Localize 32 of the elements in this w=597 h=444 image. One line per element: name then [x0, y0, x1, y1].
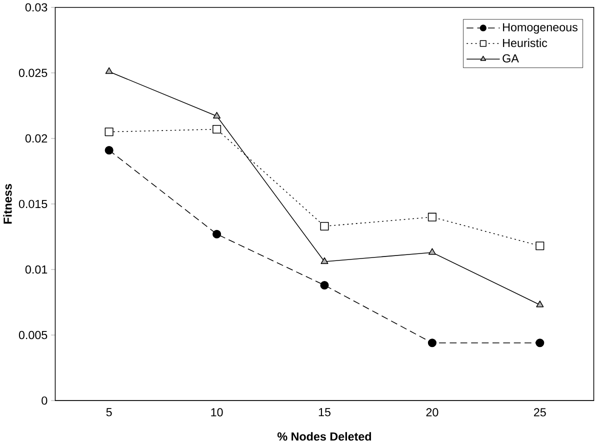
x-tick-label: 15 — [318, 408, 330, 416]
legend-label: GA — [502, 54, 519, 63]
point — [213, 112, 221, 119]
point — [428, 212, 436, 222]
point — [320, 222, 329, 231]
x-tick-label: 20 — [426, 408, 438, 416]
x-axis-title: % Nodes Deleted — [277, 432, 372, 441]
point — [320, 257, 328, 264]
point — [428, 338, 436, 348]
y-axis-title: Fitness — [3, 184, 12, 224]
x-tick-label: 5 — [106, 408, 112, 416]
legend-label: Heuristic — [503, 38, 548, 48]
point — [104, 146, 114, 155]
point — [536, 338, 544, 348]
point — [212, 125, 222, 134]
x-tick-label: 25 — [534, 408, 546, 416]
y-tick-label: 0 — [42, 396, 48, 405]
point — [536, 300, 544, 308]
y-tick-label: 0.02 — [25, 134, 48, 143]
y-tick-label: 0.01 — [25, 265, 48, 274]
point — [105, 67, 113, 74]
legend-label: Homogeneous — [503, 23, 578, 34]
point — [104, 128, 114, 136]
y-tick-label: 0.03 — [25, 3, 48, 12]
x-tick-label: 10 — [211, 408, 223, 416]
y-tick-label: 0.015 — [18, 200, 48, 208]
point — [212, 230, 222, 238]
point — [428, 248, 436, 255]
y-tick-label: 0.025 — [18, 68, 48, 78]
y-tick-label: 0.005 — [18, 330, 48, 340]
point — [536, 242, 544, 250]
point — [320, 281, 329, 290]
